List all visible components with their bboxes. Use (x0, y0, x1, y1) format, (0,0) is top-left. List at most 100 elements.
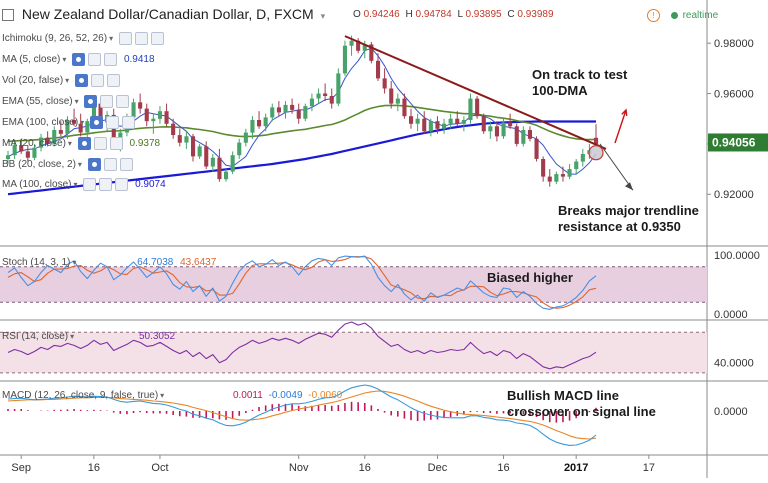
bias-arrow-price (614, 109, 627, 144)
close-icon[interactable] (119, 158, 133, 171)
indicator-ma20[interactable]: MA (20, close) ▾ 0.9378 (2, 137, 160, 150)
ohlc-o-label: O (353, 9, 361, 20)
settings-icon[interactable] (100, 95, 114, 108)
candle-body (402, 98, 407, 117)
x-tick-label: Sep (11, 462, 31, 474)
chevron-down-icon[interactable]: ▾ (72, 258, 77, 267)
candle-body (98, 103, 103, 123)
settings-icon[interactable] (93, 137, 107, 150)
x-tick-label: 16 (88, 462, 100, 474)
chevron-down-icon[interactable]: ▾ (74, 97, 79, 107)
candle-body (72, 120, 77, 124)
close-icon[interactable] (116, 95, 130, 108)
chevron-down-icon[interactable]: ▾ (77, 160, 82, 170)
chevron-down-icon[interactable]: ▾ (109, 34, 114, 44)
candle-body (336, 73, 341, 104)
x-tick-label: 16 (359, 462, 371, 474)
indicator-ema55[interactable]: EMA (55, close) ▾ (2, 95, 130, 108)
annotation-macd-crossover: crossover on signal line (507, 404, 656, 419)
annotation-macd-crossover: Bullish MACD line (507, 388, 619, 403)
symbol-menu-chevron-icon[interactable]: ▾ (320, 11, 326, 21)
realtime-status[interactable]: ! realtime (647, 9, 718, 22)
candle-body (428, 121, 433, 132)
visibility-icon[interactable] (118, 32, 132, 45)
series-line-rsi (7, 321, 597, 370)
macd-signal-value: -0.0060 (308, 390, 343, 401)
settings-icon[interactable] (99, 178, 113, 191)
rsi-legend[interactable]: RSI (14, close) ▾ 50.3052 (2, 331, 175, 342)
candle-body (118, 132, 123, 139)
chevron-down-icon[interactable]: ▾ (62, 55, 67, 65)
forecast-arrow-head (625, 182, 633, 191)
rsi-value: 50.3052 (138, 331, 176, 342)
candle-body (508, 122, 513, 127)
candle-body (19, 145, 24, 152)
candle-body (316, 93, 321, 99)
candle-body (349, 40, 354, 46)
candle-body (481, 116, 486, 132)
settings-icon[interactable] (88, 53, 102, 66)
visibility-icon[interactable] (84, 95, 98, 108)
rsi-tick-label: 40.0000 (714, 358, 754, 370)
indicator-ichimoku-label: Ichimoku (9, 26, 52, 26) (2, 33, 108, 45)
candle-body (475, 98, 480, 117)
chevron-down-icon[interactable]: ▾ (160, 391, 165, 400)
settings-icon[interactable] (134, 32, 148, 45)
close-icon[interactable] (150, 32, 164, 45)
indicator-ma5[interactable]: MA (5, close) ▾ 0.9418 (2, 53, 155, 66)
stoch-tick-label: 0.0000 (714, 309, 748, 321)
candle-body (389, 88, 394, 104)
candle-body (32, 147, 37, 158)
candle-body (230, 155, 235, 172)
visibility-icon[interactable] (74, 74, 88, 87)
close-icon[interactable] (121, 116, 135, 129)
indicator-ma20-value: 0.9378 (129, 138, 161, 150)
close-icon[interactable] (115, 178, 129, 191)
candle-body (534, 138, 539, 159)
candle-body (131, 102, 136, 118)
indicator-ma100-value: 0.9074 (135, 179, 166, 191)
chevron-down-icon[interactable]: ▾ (70, 332, 75, 341)
macd-legend[interactable]: MACD (12, 26, close, 9, false, true) ▾ 0.… (2, 390, 342, 401)
indicator-ma100[interactable]: MA (100, close) ▾ 0.9074 (2, 178, 166, 191)
chevron-down-icon[interactable]: ▾ (65, 76, 70, 86)
candle-body (409, 116, 414, 124)
alert-icon[interactable]: ! (647, 9, 660, 22)
settings-icon[interactable] (90, 74, 104, 87)
indicator-bb[interactable]: BB (20, close, 2) ▾ (2, 158, 133, 171)
indicator-vol[interactable]: Vol (20, false) ▾ (2, 74, 120, 87)
visibility-icon[interactable] (87, 158, 101, 171)
stoch-band (0, 266, 707, 303)
chevron-down-icon[interactable]: ▾ (67, 139, 72, 149)
settings-icon[interactable] (103, 158, 117, 171)
candle-body (455, 118, 460, 124)
rsi-label: RSI (14, close) (2, 331, 69, 342)
close-icon[interactable] (106, 74, 120, 87)
chart-title: New Zealand Dollar/Canadian Dollar, D, F… (21, 6, 314, 22)
current-price-tag (708, 133, 768, 152)
candle-body (243, 132, 248, 143)
y-tick-label: 0.92000 (714, 189, 754, 201)
stoch-legend[interactable]: Stoch (14, 3, 1) ▾ 64.7038 43.6437 (2, 257, 216, 268)
collapse-icon[interactable] (2, 9, 14, 22)
settings-icon[interactable] (105, 116, 119, 129)
annotation-trendline-break: resistance at 0.9350 (558, 219, 681, 234)
chevron-down-icon[interactable]: ▾ (80, 118, 85, 128)
close-icon[interactable] (104, 53, 118, 66)
indicator-ema100[interactable]: EMA (100, close) ▾ (2, 116, 135, 129)
candle-body (560, 174, 565, 177)
visibility-icon[interactable] (89, 116, 103, 129)
y-tick-label: 0.98000 (714, 38, 754, 50)
visibility-icon[interactable] (77, 137, 91, 150)
close-icon[interactable] (109, 137, 123, 150)
annotation-100dma: On track to test (532, 67, 628, 82)
visibility-icon[interactable] (83, 178, 97, 191)
visibility-icon[interactable] (72, 53, 86, 66)
annotation-100dma: 100-DMA (532, 83, 588, 98)
chevron-down-icon[interactable]: ▾ (73, 180, 78, 190)
bias-arrow-price-head (621, 108, 628, 117)
indicator-ichimoku[interactable]: Ichimoku (9, 26, 52, 26) ▾ (2, 32, 164, 45)
indicator-vol-label: Vol (20, false) (2, 75, 64, 87)
series-line-macd (7, 384, 597, 446)
